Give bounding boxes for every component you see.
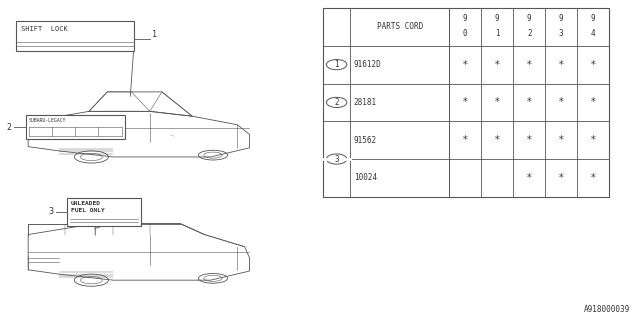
Text: 91612D: 91612D — [354, 60, 381, 69]
Text: *: * — [527, 60, 532, 70]
Text: FUEL ONLY: FUEL ONLY — [71, 208, 105, 213]
Text: *: * — [559, 60, 564, 70]
Text: *: * — [591, 60, 596, 70]
Bar — [67, 198, 141, 226]
Text: 3: 3 — [559, 29, 564, 38]
Text: *: * — [559, 135, 564, 145]
Text: 9: 9 — [463, 14, 468, 23]
Text: PARTS CORD: PARTS CORD — [376, 22, 423, 31]
Text: *: * — [527, 173, 532, 183]
Text: 28181: 28181 — [354, 98, 377, 107]
Text: *: * — [495, 135, 500, 145]
Text: UNLEADED: UNLEADED — [71, 201, 101, 206]
Text: 10024: 10024 — [354, 173, 377, 182]
Text: *: * — [559, 173, 564, 183]
Text: *: * — [591, 135, 596, 145]
Bar — [16, 21, 134, 51]
Text: 2: 2 — [527, 29, 532, 38]
Text: *: * — [527, 135, 532, 145]
Text: 3: 3 — [334, 155, 339, 164]
Text: *: * — [591, 97, 596, 108]
Text: ⊣: ⊣ — [170, 134, 173, 138]
Text: A918000039: A918000039 — [584, 305, 630, 314]
Text: 3: 3 — [48, 207, 53, 217]
Text: *: * — [463, 97, 468, 108]
Text: *: * — [495, 60, 500, 70]
Text: 2: 2 — [6, 123, 12, 132]
Text: 9: 9 — [559, 14, 564, 23]
Text: *: * — [591, 173, 596, 183]
Text: 1: 1 — [334, 60, 339, 69]
Bar — [26, 115, 125, 139]
Text: 4: 4 — [591, 29, 596, 38]
Text: 9: 9 — [495, 14, 500, 23]
Text: *: * — [463, 60, 468, 70]
Text: 9: 9 — [591, 14, 596, 23]
Bar — [323, 8, 609, 197]
Text: *: * — [463, 135, 468, 145]
Text: 2: 2 — [334, 98, 339, 107]
Text: 91562: 91562 — [354, 136, 377, 145]
Text: 0: 0 — [463, 29, 468, 38]
Text: *: * — [495, 97, 500, 108]
Text: 1: 1 — [495, 29, 500, 38]
Text: *: * — [559, 97, 564, 108]
Text: 9: 9 — [527, 14, 532, 23]
Text: SHIFT  LOCK: SHIFT LOCK — [21, 26, 68, 32]
Text: *: * — [527, 97, 532, 108]
Text: SUBARU-LEGACY: SUBARU-LEGACY — [29, 118, 66, 124]
Text: 1: 1 — [152, 30, 157, 39]
